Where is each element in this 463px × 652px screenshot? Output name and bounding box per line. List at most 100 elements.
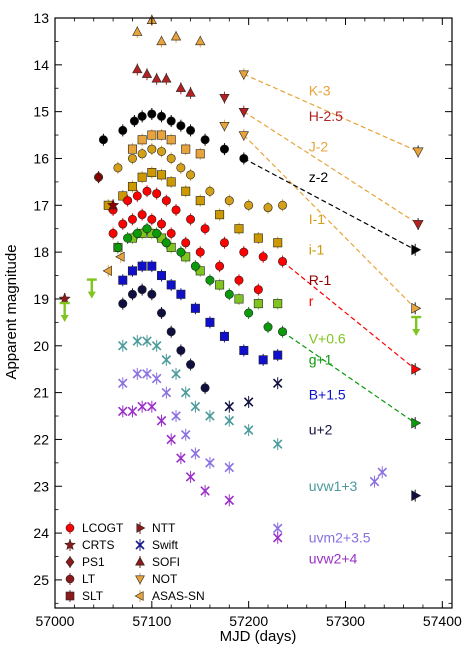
x-axis-title: MJD (days) xyxy=(220,628,297,645)
point-uvm2-3-5 xyxy=(171,411,181,421)
x-tick-label: 57000 xyxy=(36,613,75,629)
tail-point-j-2 xyxy=(411,302,422,314)
tail-point-r-1 xyxy=(411,363,422,375)
point-k-3 xyxy=(132,26,143,36)
upper-limit-arrow xyxy=(59,301,70,322)
band-label: u+2 xyxy=(309,422,333,438)
tail-point-k-3 xyxy=(412,147,424,158)
legend-label: SOFI xyxy=(152,555,180,569)
point-h-2-5 xyxy=(175,82,187,92)
early-point xyxy=(93,171,104,184)
point-g-1 xyxy=(205,275,215,285)
x-mark-stroke xyxy=(185,472,196,482)
point-h-2-5 xyxy=(151,73,162,83)
x-mark-stroke xyxy=(132,336,143,346)
y-tick-label: 16 xyxy=(33,150,49,166)
point-r xyxy=(253,285,263,295)
point-b-1-5 xyxy=(137,261,147,271)
point-u-2 xyxy=(147,289,157,299)
y-tick-label: 15 xyxy=(33,104,49,120)
point-r xyxy=(166,228,176,238)
legend-label: NOT xyxy=(152,572,178,586)
point-i-1 xyxy=(137,149,147,159)
y-tick-label: 23 xyxy=(33,478,49,494)
point-uvw1-3 xyxy=(151,341,162,351)
point-k-3 xyxy=(170,31,182,41)
point-g-1 xyxy=(224,289,234,299)
data-points xyxy=(58,14,424,544)
point-b-1-5 xyxy=(219,331,229,341)
legend-marker xyxy=(134,591,144,601)
tail-point-h-2-5 xyxy=(412,220,424,231)
point-i-1 xyxy=(127,153,137,163)
point-g-1 xyxy=(113,242,123,252)
point-h-2-5 xyxy=(141,68,153,78)
point-j-2 xyxy=(181,144,191,154)
x-mark-stroke xyxy=(151,341,162,351)
late-point-uvm2-3-5 xyxy=(377,467,388,477)
point-z-2 xyxy=(239,153,249,163)
point-u-2 xyxy=(118,299,128,309)
point-r-1 xyxy=(171,205,181,215)
band-label: R-1 xyxy=(309,272,332,288)
legend-marker xyxy=(135,556,145,566)
band-label: uvw1+3 xyxy=(309,478,358,494)
point-r xyxy=(157,219,167,229)
point-g-1 xyxy=(278,327,288,337)
legend-marker xyxy=(135,540,145,550)
point-uvm2-3-5 xyxy=(272,523,283,534)
x-mark-stroke xyxy=(171,369,181,379)
point-uvw1-3 xyxy=(161,355,172,365)
point-b-1-5 xyxy=(205,317,215,327)
x-mark-stroke xyxy=(132,369,143,379)
legend-label: Swift xyxy=(152,538,179,552)
point-uvw2-4 xyxy=(200,486,210,496)
point-r-1 xyxy=(278,256,288,266)
point-uvm2-3-5 xyxy=(205,458,215,468)
plot-frame xyxy=(54,17,453,609)
legend-marker xyxy=(65,523,75,533)
legend-marker xyxy=(65,574,75,584)
x-mark-stroke xyxy=(224,495,235,506)
point-r-1 xyxy=(132,191,142,201)
point-i-1 xyxy=(234,224,244,234)
point-uvw1-3 xyxy=(118,341,128,351)
tail-point-z-2 xyxy=(411,244,422,256)
point-k-3 xyxy=(156,35,167,46)
point-i-1 xyxy=(278,200,288,210)
point-r-1 xyxy=(239,247,249,257)
point-r xyxy=(181,238,191,248)
early-point xyxy=(102,265,112,276)
y-axis-title: Apparent magnitude xyxy=(3,244,20,379)
x-tick-label: 57100 xyxy=(132,613,171,629)
point-i-1 xyxy=(118,191,128,201)
point-r-1 xyxy=(152,189,162,199)
band-label: g+1 xyxy=(309,352,333,368)
point-uvm2-3-5 xyxy=(132,369,143,379)
point-v-0-6 xyxy=(253,299,263,309)
point-r-1 xyxy=(258,252,268,262)
point-b-1-5 xyxy=(273,350,283,360)
band-label: uvm2+3.5 xyxy=(309,529,371,545)
point-r xyxy=(127,214,137,224)
point-i-1 xyxy=(253,233,263,243)
point-i-1 xyxy=(205,186,215,196)
point-z-2 xyxy=(147,109,157,119)
point-i-1 xyxy=(147,144,157,154)
point-uvw2-4 xyxy=(127,406,138,417)
point-uvm2-3-5 xyxy=(142,369,152,379)
point-u-2 xyxy=(157,308,167,318)
legend: LCOGT CRTS PS1 LT SLT NTT Swift SOFI NOT ASAS-SN xyxy=(64,521,205,603)
band-labels: K-3 H-2.5 J-2 z-2 I-1 i-1 R-1 r V+0.6 g+1 B+1.5 u+2… xyxy=(309,82,371,566)
point-uvm2-3-5 xyxy=(180,429,191,440)
x-mark-stroke xyxy=(205,411,215,421)
x-mark-stroke xyxy=(118,341,128,351)
legend-label: LT xyxy=(82,572,96,586)
legend-marker xyxy=(135,575,145,585)
legend-marker xyxy=(136,523,146,533)
point-uvw2-4 xyxy=(272,532,283,543)
point-j-2 xyxy=(195,149,205,159)
point-uvw1-3 xyxy=(142,336,152,346)
point-u-2 xyxy=(137,285,147,295)
legend-marker xyxy=(65,591,75,601)
